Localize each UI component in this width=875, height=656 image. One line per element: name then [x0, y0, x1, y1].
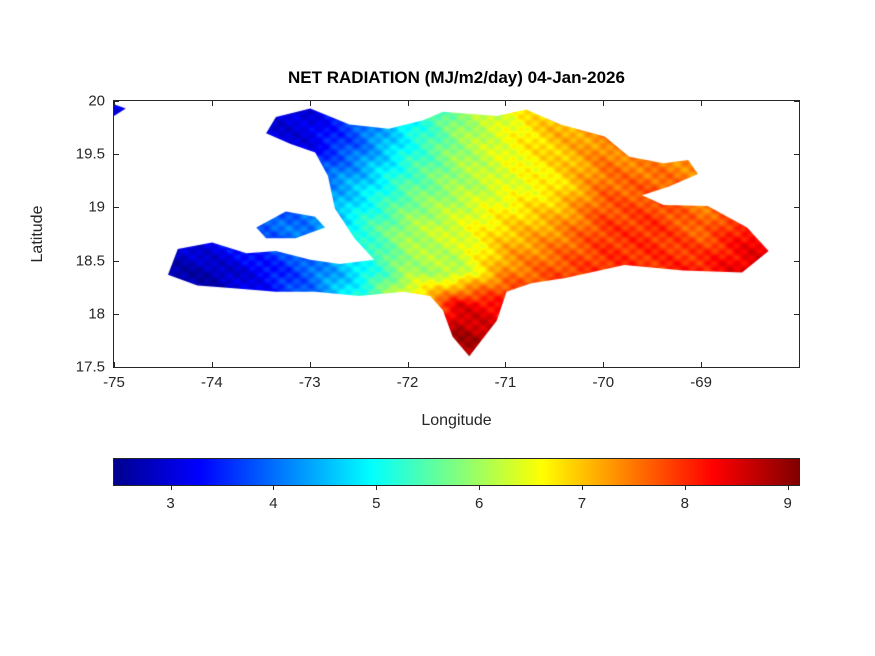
y-tick-label: 20 — [88, 92, 105, 110]
x-tick-label: -73 — [298, 374, 321, 391]
colorbar-tick-label: 6 — [474, 495, 484, 512]
colorbar-tick-mark — [376, 486, 378, 490]
x-tick-mark — [211, 362, 213, 367]
x-tick-mark — [701, 101, 703, 106]
x-tick-label: -69 — [690, 374, 712, 391]
y-tick-label: 19 — [88, 198, 105, 216]
radiation-map-canvas — [114, 101, 801, 369]
x-tick-mark — [114, 362, 115, 367]
y-tick-mark — [794, 101, 799, 102]
x-tick-mark — [407, 101, 409, 106]
x-tick-mark — [505, 101, 507, 106]
x-tick-mark — [603, 362, 605, 367]
colorbar-tick-label: 4 — [269, 495, 278, 512]
x-tick-label: -70 — [592, 374, 615, 391]
colorbar-tick-mark — [581, 486, 583, 490]
y-tick-mark — [794, 260, 799, 262]
x-tick-label: -75 — [103, 374, 125, 391]
y-tick-label: 19.5 — [75, 145, 105, 163]
colorbar-frame — [113, 458, 800, 486]
y-tick-mark — [114, 101, 119, 102]
x-tick-mark — [114, 101, 115, 106]
y-tick-mark — [114, 313, 119, 315]
y-tick-mark — [114, 207, 119, 209]
y-tick-mark — [794, 207, 799, 209]
y-tick-label: 17.5 — [75, 358, 105, 376]
x-tick-mark — [309, 362, 311, 367]
y-tick-label: 18 — [88, 305, 105, 323]
x-tick-mark — [603, 101, 605, 106]
y-tick-mark — [794, 313, 799, 315]
x-axis-label: Longitude — [421, 412, 492, 429]
y-tick-mark — [114, 260, 119, 262]
x-tick-mark — [309, 101, 311, 106]
x-tick-mark — [211, 101, 213, 106]
x-tick-label: -74 — [201, 374, 223, 391]
colorbar-tick-mark — [479, 486, 481, 490]
colorbar-tick-label: 8 — [680, 495, 689, 512]
y-tick-mark — [114, 154, 119, 156]
y-tick-mark — [794, 154, 799, 156]
colorbar-tick-label: 5 — [372, 495, 381, 512]
x-tick-mark — [505, 362, 507, 367]
colorbar-tick-mark — [273, 486, 275, 490]
plot-area: -75 -74 -73 -72 -71 -70 -69 17.5 18 18.5 19 19.5 20 — [76, 93, 801, 391]
colorbar-tick-mark — [684, 486, 686, 490]
x-tick-mark — [701, 362, 703, 367]
y-tick-label: 18.5 — [75, 252, 105, 270]
x-tick-label: -71 — [494, 374, 517, 391]
colorbar-tick-mark — [787, 486, 789, 490]
colorbar-tick-mark — [170, 486, 172, 490]
y-tick-mark — [794, 367, 799, 368]
colorbar: 3 4 5 6 7 8 9 — [113, 458, 800, 512]
y-axis-label: Latitude — [29, 205, 46, 263]
colorbar-tick-label: 7 — [577, 495, 587, 512]
x-tick-mark — [407, 362, 409, 367]
colorbar-tick-label: 9 — [783, 495, 792, 512]
chart-title: NET RADIATION (MJ/m2/day) 04-Jan-2026 — [288, 68, 625, 87]
colorbar-tick-label: 3 — [166, 495, 175, 512]
colorbar-canvas — [113, 458, 800, 486]
x-tick-label: -72 — [396, 374, 419, 391]
y-tick-mark — [114, 367, 119, 368]
